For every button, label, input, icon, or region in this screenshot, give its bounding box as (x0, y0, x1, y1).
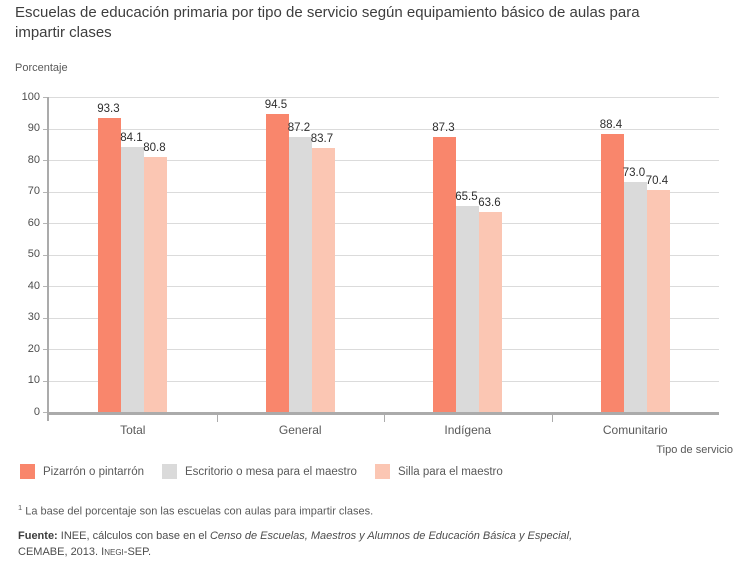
y-tick-mark (43, 317, 47, 319)
y-tick-label: 100 (21, 90, 40, 103)
bar: 88.4 (600, 119, 624, 412)
y-tick-mark (43, 223, 47, 224)
chart-title: Escuelas de educación primaria por tipo … (15, 4, 640, 41)
y-tick-mark (43, 97, 47, 98)
bar-value-label: 94.5 (264, 99, 288, 112)
category-axis: Total General Indígena Comunitario (49, 423, 719, 437)
footnote: 1 La base del porcentaje son las escuela… (18, 503, 373, 518)
bar: 63.6 (478, 197, 503, 412)
legend-swatch-icon (162, 464, 177, 479)
bar-value-label: 65.5 (455, 190, 478, 203)
bar: 70.4 (646, 175, 670, 412)
bar-group-comunitario: 88.4 73.0 70.4 (552, 97, 720, 412)
source-note: Fuente: INEE, cálculos con base en el Ce… (18, 528, 723, 560)
source-citation: Censo de Escuelas, Maestros y Alumnos de… (209, 530, 573, 542)
gridline (49, 349, 719, 350)
bar: 80.8 (143, 142, 168, 412)
y-tick-mark (43, 191, 47, 193)
gridline (49, 191, 719, 193)
legend-label: Escritorio o mesa para el maestro (185, 465, 357, 478)
gridline (49, 223, 719, 224)
legend-swatch-icon (20, 464, 35, 479)
bar: 87.3 (432, 122, 457, 412)
source-inegi: Inegi (101, 546, 124, 558)
y-tick-label: 40 (27, 279, 40, 292)
bar-value-label: 93.3 (97, 103, 120, 116)
legend-swatch-icon (374, 464, 390, 479)
category-label: General (278, 423, 322, 437)
x-axis-title: Tipo de servicio (656, 444, 733, 456)
y-tick-mark (43, 286, 47, 287)
y-tick-mark (43, 412, 47, 413)
bar: 83.7 (311, 133, 335, 412)
bar-value-label: 80.8 (143, 142, 166, 155)
legend-item: Silla para el maestro (374, 464, 503, 479)
y-tick-label: 20 (27, 342, 40, 355)
y-tick-mark (43, 254, 47, 256)
x-tick-mark (384, 415, 385, 422)
source-suffix: -SEP. (123, 546, 152, 558)
y-tick-mark (43, 349, 47, 350)
bar-group-total: 93.3 84.1 80.8 (49, 97, 217, 412)
bar: 73.0 (623, 167, 647, 412)
y-axis-line (47, 97, 49, 421)
gridline (49, 128, 719, 130)
gridline (49, 317, 719, 319)
y-tick-label: 0 (33, 405, 40, 418)
legend: Pizarrón o pintarrón Escritorio o mesa pa… (20, 464, 521, 479)
bar: 93.3 (97, 103, 122, 412)
bar-value-label: 88.4 (599, 118, 623, 131)
bar-value-label: 73.0 (622, 167, 646, 180)
bar-value-label: 84.1 (120, 132, 143, 145)
y-axis-title: Porcentaje (15, 62, 68, 74)
y-tick-label: 60 (27, 216, 40, 229)
y-tick-label: 10 (27, 374, 40, 386)
legend-item: Pizarrón o pintarrón (20, 464, 144, 479)
y-tick-label: 50 (27, 248, 40, 260)
bar-groups: 93.3 84.1 80.8 94.5 87.2 83.7 87.3 65.5 63.6 88.4… (49, 97, 719, 412)
legend-label: Pizarrón o pintarrón (43, 465, 144, 478)
y-tick-label: 30 (27, 311, 40, 323)
y-tick-label: 90 (27, 122, 40, 134)
x-tick-mark (551, 415, 553, 422)
source-text: INEE, cálculos con base en el (57, 530, 210, 542)
category-label: Comunitario (602, 423, 668, 437)
bar-group-indigena: 87.3 65.5 63.6 (384, 97, 552, 412)
y-tick-mark (43, 128, 47, 130)
legend-label: Silla para el maestro (397, 465, 503, 478)
category-label: Indígena (444, 423, 492, 437)
gridline (49, 286, 719, 287)
gridline (49, 97, 719, 98)
bar-value-label: 83.7 (310, 133, 334, 146)
x-axis-baseline (47, 412, 719, 415)
bar-value-label: 63.6 (478, 196, 501, 209)
bar: 94.5 (265, 99, 289, 412)
y-tick-label: 70 (27, 185, 40, 197)
footnote-marker: 1 (18, 503, 23, 512)
bar-value-label: 70.4 (645, 175, 669, 188)
bar: 87.2 (288, 122, 312, 412)
bar-value-label: 87.3 (432, 122, 455, 135)
gridline (49, 254, 719, 256)
y-tick-mark (43, 380, 47, 382)
y-tick-label: 80 (27, 153, 40, 166)
bar: 65.5 (455, 191, 480, 412)
y-tick-mark (43, 160, 47, 161)
legend-item: Escritorio o mesa para el maestro (162, 464, 357, 479)
category-label: Total (120, 423, 146, 437)
bar-group-general: 94.5 87.2 83.7 (217, 97, 385, 412)
source-line2: CEMABE, 2013. (18, 546, 102, 558)
bar-value-label: 87.2 (287, 122, 311, 135)
gridline (49, 160, 719, 161)
footnote-text: La base del porcentaje son las escuelas … (25, 505, 374, 518)
bar: 84.1 (120, 132, 145, 412)
gridline (49, 380, 719, 382)
plot-area: 100 90 80 70 60 50 40 30 20 10 0 93.3 84.1 80.8 94.5 8… (22, 91, 719, 418)
x-tick-mark (216, 415, 218, 422)
source-label: Fuente: (18, 530, 58, 542)
